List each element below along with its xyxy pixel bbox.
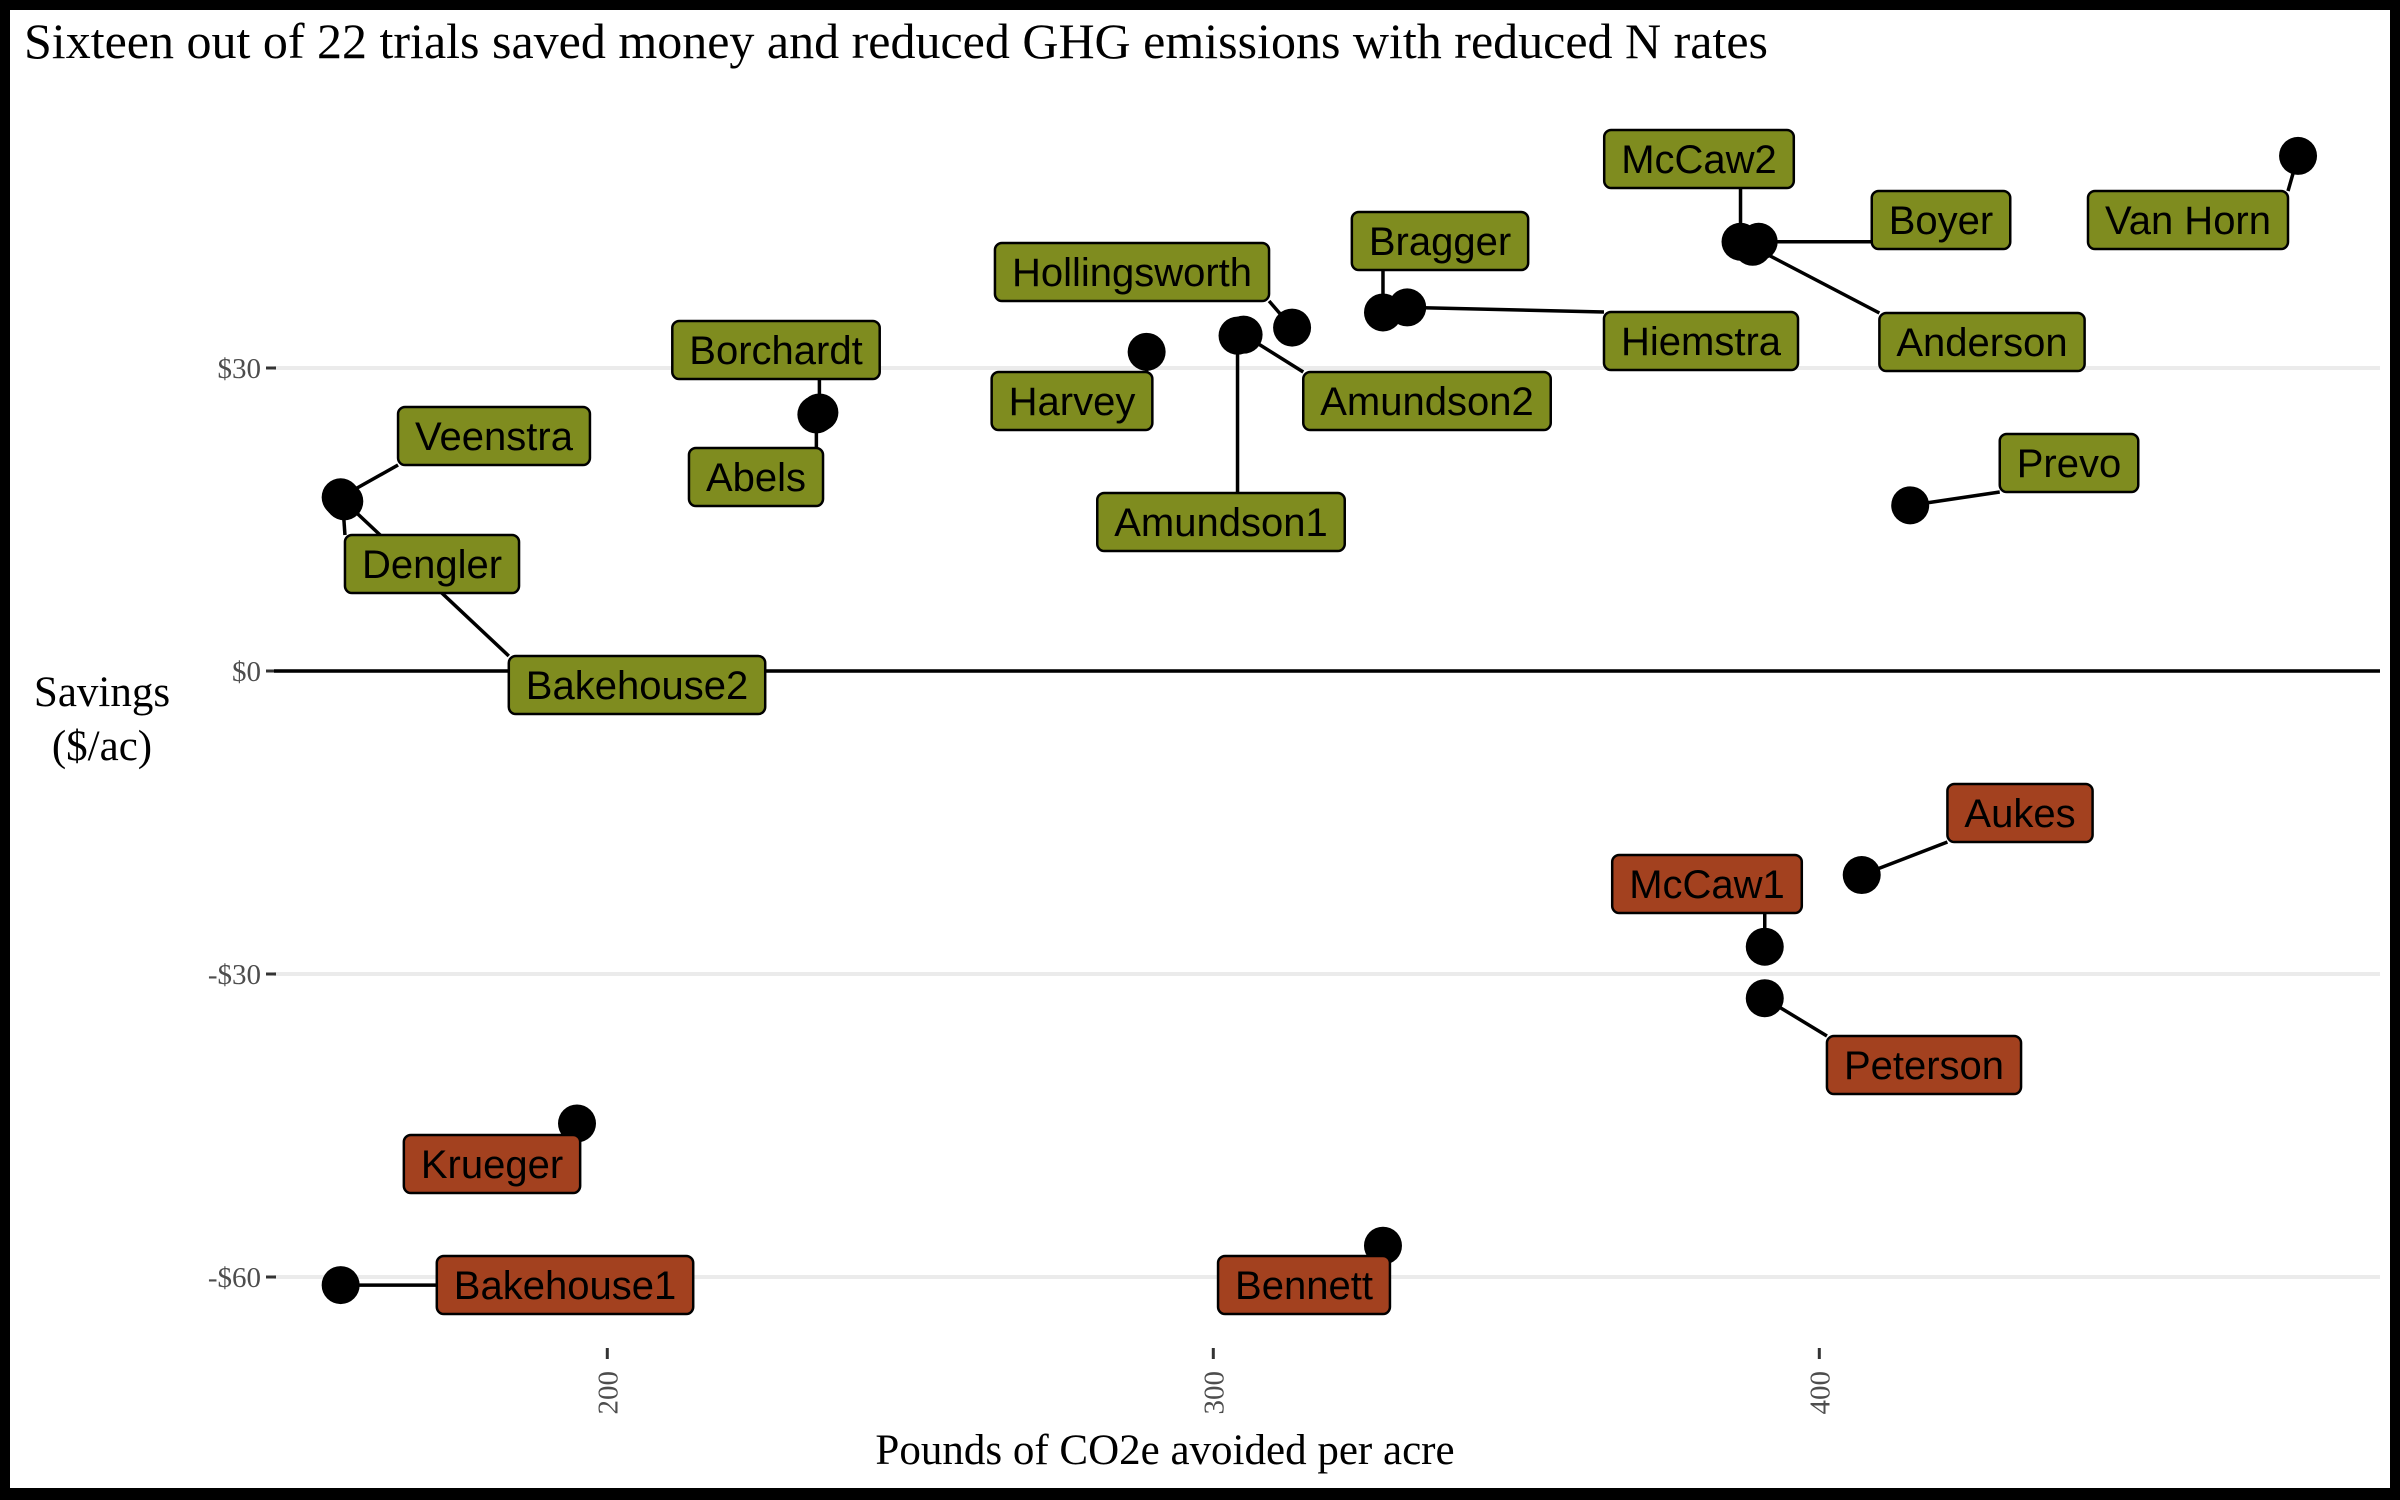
x-tick-label: 400 <box>1804 1371 1836 1415</box>
y-tick-label: $0 <box>232 656 261 688</box>
point-label-box <box>435 1254 695 1316</box>
label-bakehouse1: Bakehouse1 <box>435 1254 695 1316</box>
label-abels: Abels <box>687 446 825 508</box>
x-tick-label: 300 <box>1198 1371 1230 1415</box>
point-hollingsworth <box>1273 308 1312 347</box>
point-label-text: Borchardt <box>689 329 862 373</box>
point-label-box <box>1602 128 1796 190</box>
y-tick-label: $30 <box>218 353 262 385</box>
label-aukes: Aukes <box>1946 782 2094 844</box>
point-label-box <box>396 405 592 467</box>
point-label-text: Van Horn <box>2105 199 2271 243</box>
point-label-text: Aukes <box>1964 792 2075 836</box>
chart-title: Sixteen out of 22 trials saved money and… <box>24 13 1768 69</box>
point-label-box <box>1302 370 1552 432</box>
point-label-box <box>1878 311 2086 373</box>
point-anderson <box>1733 227 1772 266</box>
y-axis-title-line2: ($/ac) <box>52 723 152 770</box>
label-borchardt: Borchardt <box>671 319 881 381</box>
label-bennett: Bennett <box>1216 1254 1392 1316</box>
y-tick-label: -$30 <box>208 959 261 991</box>
point-label-text: Boyer <box>1889 199 1994 243</box>
point-bakehouse2 <box>325 482 364 521</box>
point-labels: Van Horn McCaw2 Boyer Anderson Bragger Hiemst… <box>343 128 2290 1316</box>
label-harvey: Harvey <box>990 370 1154 432</box>
point-label-box <box>1825 1034 2023 1096</box>
point-label-text: Veenstra <box>415 415 574 459</box>
label-veenstra: Veenstra <box>396 405 592 467</box>
point-label-box <box>402 1133 582 1195</box>
point-peterson <box>1745 979 1784 1018</box>
point-label-box <box>2086 189 2290 251</box>
point-bakehouse1 <box>321 1266 360 1305</box>
point-label-box <box>1602 310 1800 372</box>
point-label-text: Anderson <box>1896 321 2067 365</box>
point-label-box <box>1946 782 2094 844</box>
point-hiemstra <box>1388 288 1427 327</box>
label-dengler: Dengler <box>343 533 521 595</box>
point-van-horn <box>2279 136 2318 175</box>
label-bragger: Bragger <box>1350 210 1530 272</box>
label-hollingsworth: Hollingsworth <box>993 241 1271 303</box>
point-label-text: Hiemstra <box>1621 320 1782 364</box>
point-prevo <box>1891 486 1930 525</box>
point-label-text: Bakehouse1 <box>454 1264 676 1308</box>
point-label-text: Prevo <box>2017 442 2122 486</box>
point-label-box <box>687 446 825 508</box>
point-label-text: McCaw2 <box>1621 138 1777 182</box>
label-hiemstra: Hiemstra <box>1602 310 1800 372</box>
label-mccaw1: McCaw1 <box>1610 853 1804 915</box>
point-label-text: Harvey <box>1009 380 1136 424</box>
point-abels <box>797 395 836 434</box>
label-boyer: Boyer <box>1870 189 2012 251</box>
point-label-box <box>671 319 881 381</box>
y-axis-title-line1: Savings <box>34 669 170 716</box>
chart-frame: $30 $0 -$30 -$60 200 300 400 Van Horn McCaw2 Boy… <box>10 10 2390 1488</box>
point-label-box <box>1350 210 1530 272</box>
label-bakehouse2: Bakehouse2 <box>507 654 767 716</box>
point-label-box <box>1998 432 2140 494</box>
point-label-text: Bragger <box>1369 220 1511 264</box>
point-aukes <box>1842 856 1881 895</box>
point-label-text: Amundson1 <box>1114 501 1327 545</box>
point-label-text: Bakehouse2 <box>526 664 748 708</box>
label-amundson2: Amundson2 <box>1302 370 1552 432</box>
point-label-text: Krueger <box>421 1143 563 1187</box>
point-label-box <box>1096 491 1346 553</box>
point-krueger <box>558 1104 596 1143</box>
point-label-box <box>990 370 1154 432</box>
label-van-horn: Van Horn <box>2086 189 2290 251</box>
leader-line <box>1751 245 1881 315</box>
x-axis-title: Pounds of CO2e avoided per acre <box>875 1427 1454 1474</box>
scatter-chart: $30 $0 -$30 -$60 200 300 400 Van Horn McCaw2 Boy… <box>24 13 2380 1474</box>
y-tick-label: -$60 <box>208 1262 261 1294</box>
point-label-box <box>507 654 767 716</box>
point-label-text: Peterson <box>1844 1044 2004 1088</box>
label-mccaw2: McCaw2 <box>1602 128 1796 190</box>
label-prevo: Prevo <box>1998 432 2140 494</box>
point-label-text: Abels <box>706 456 806 500</box>
point-label-box <box>1870 189 2012 251</box>
point-label-text: McCaw1 <box>1629 863 1785 907</box>
point-label-box <box>343 533 521 595</box>
leader-line <box>1407 305 1605 314</box>
point-label-text: Hollingsworth <box>1012 251 1252 295</box>
x-tick-label: 200 <box>592 1371 624 1415</box>
label-krueger: Krueger <box>402 1133 582 1195</box>
point-mccaw1 <box>1745 927 1784 966</box>
point-label-box <box>1610 853 1804 915</box>
point-label-text: Dengler <box>362 543 502 587</box>
point-label-box <box>1216 1254 1392 1316</box>
label-amundson1: Amundson1 <box>1096 491 1346 553</box>
point-label-text: Amundson2 <box>1320 380 1533 424</box>
point-harvey <box>1127 332 1166 371</box>
point-label-box <box>993 241 1271 303</box>
label-anderson: Anderson <box>1878 311 2086 373</box>
point-amundson1 <box>1218 316 1257 355</box>
label-peterson: Peterson <box>1825 1034 2023 1096</box>
point-label-text: Bennett <box>1235 1264 1373 1308</box>
